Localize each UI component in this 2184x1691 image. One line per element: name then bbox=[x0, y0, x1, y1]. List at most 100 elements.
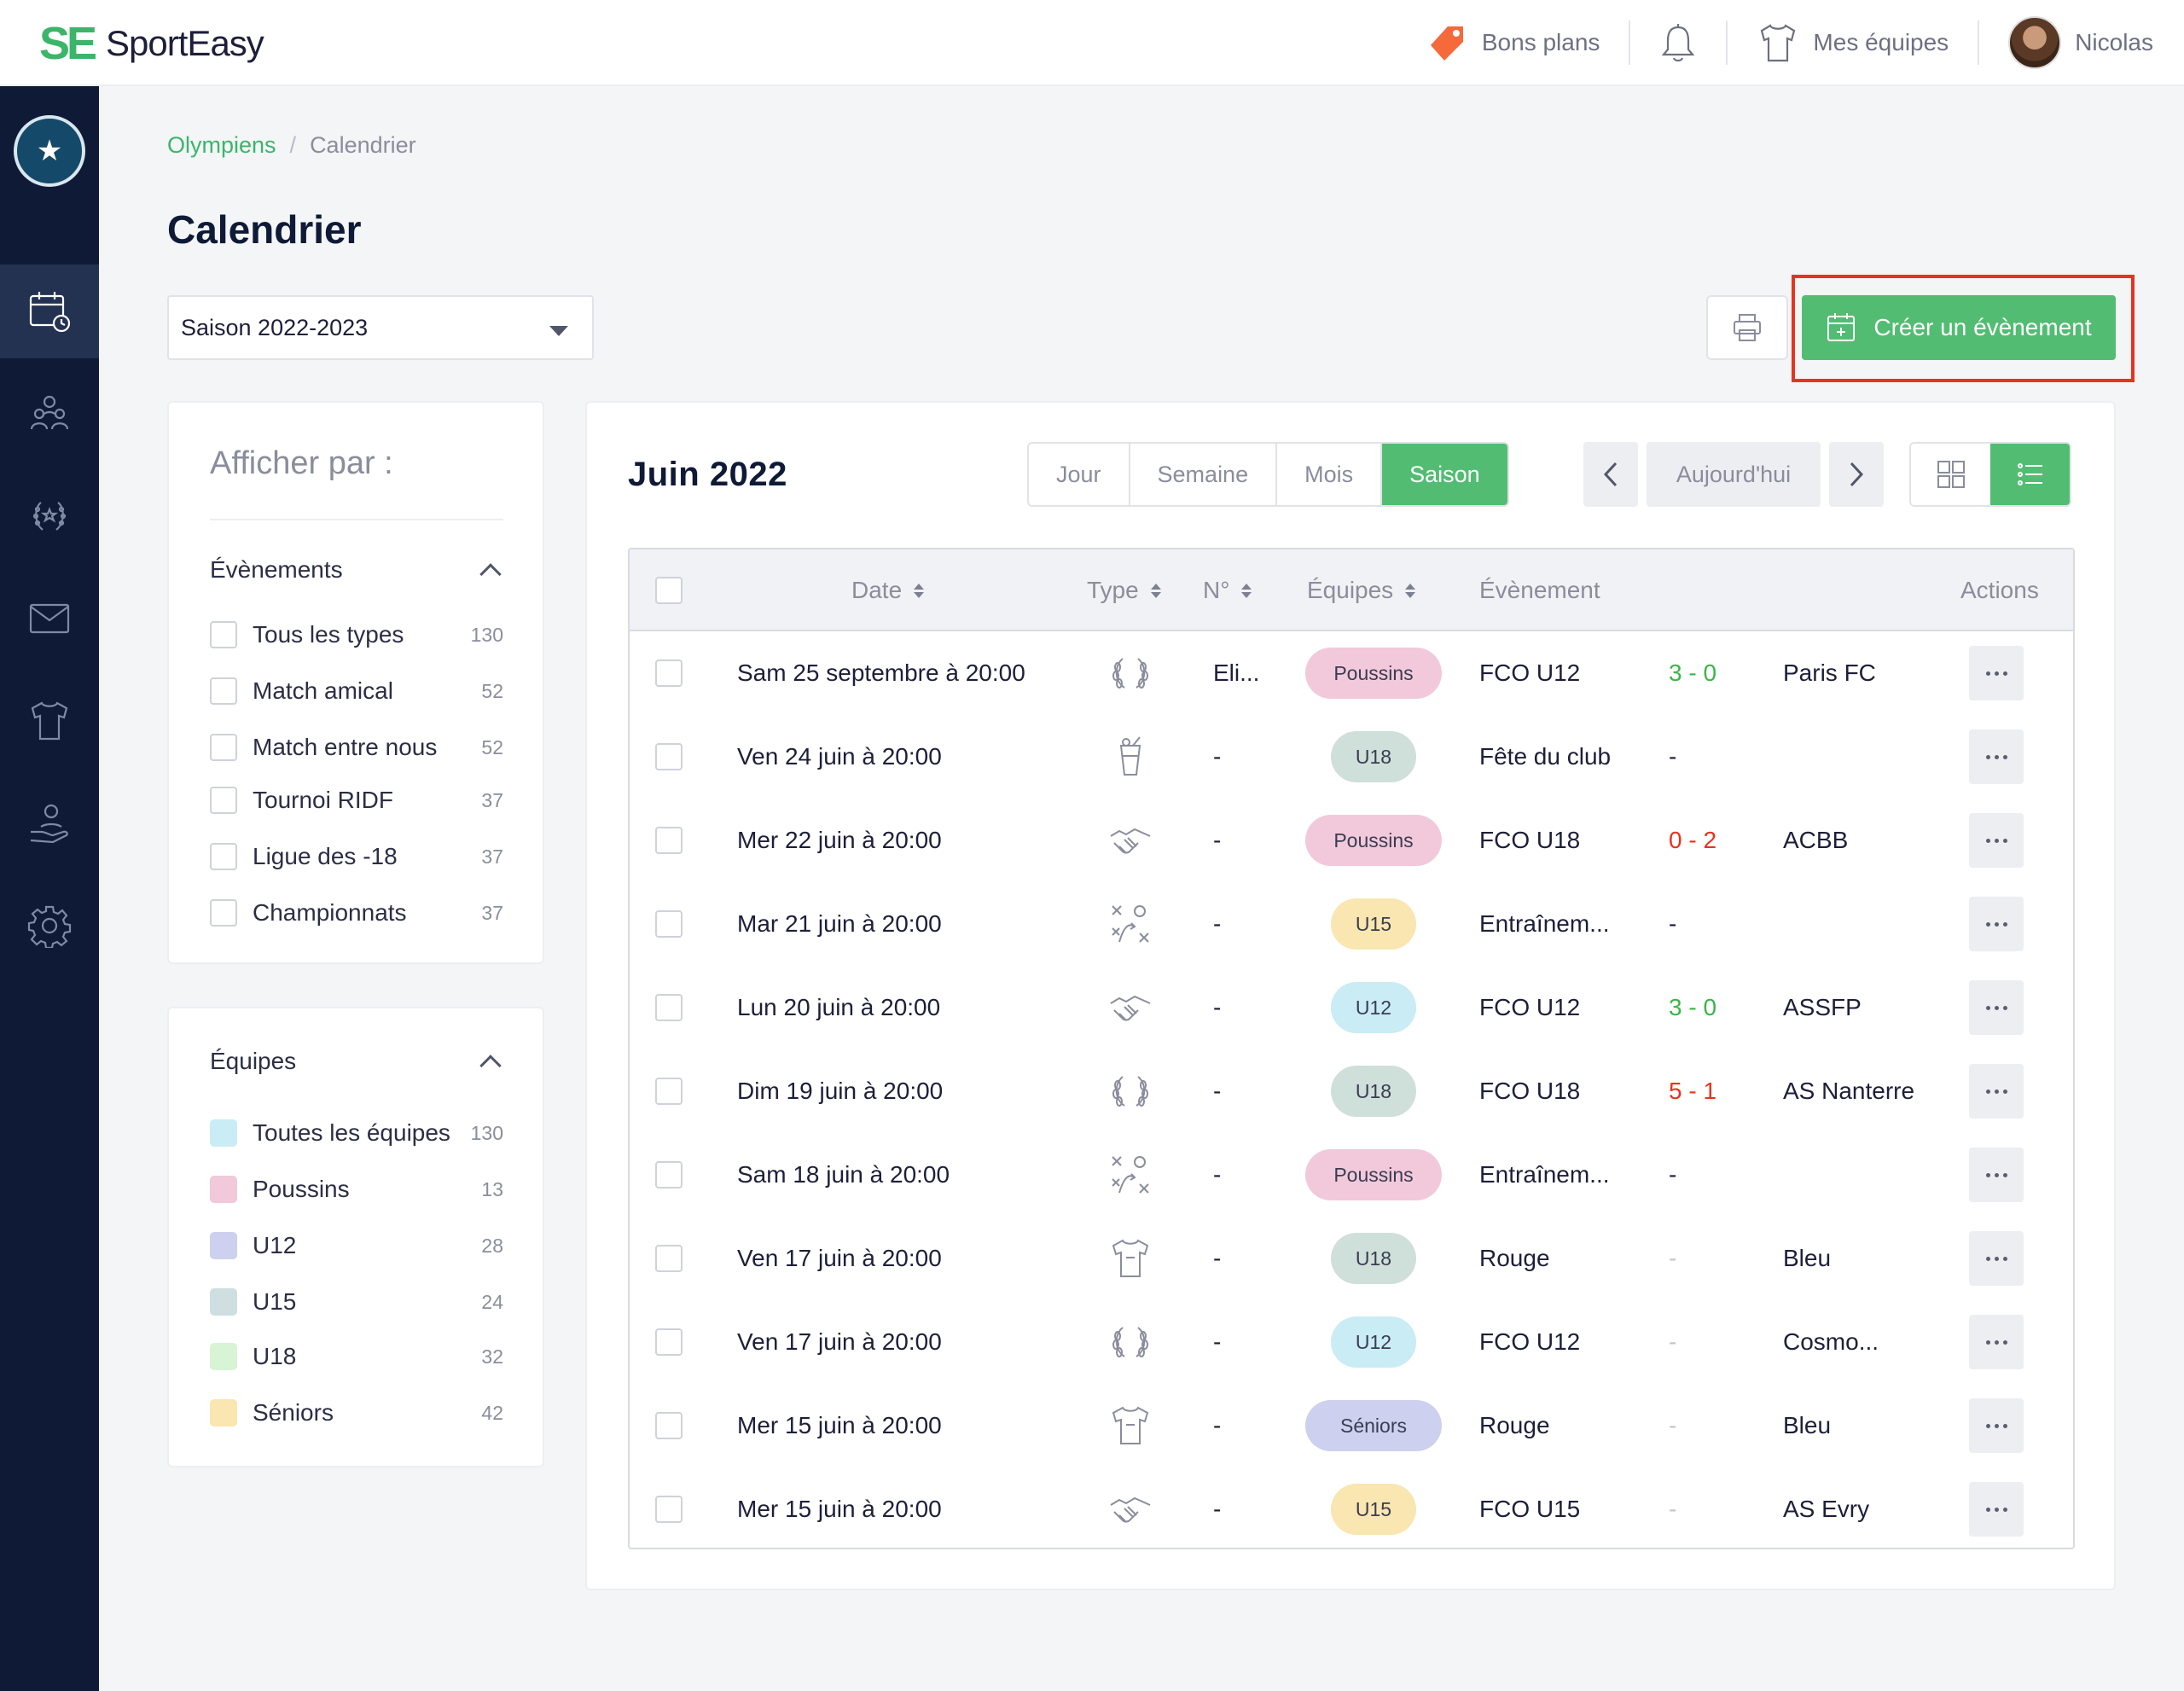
table-row[interactable]: Mer 22 juin à 20:00 - Poussins FCO U18 0… bbox=[630, 799, 2073, 882]
row-checkbox[interactable] bbox=[655, 1328, 682, 1356]
checkbox[interactable] bbox=[210, 621, 237, 648]
mes-equipes-link[interactable]: Mes équipes bbox=[1728, 20, 1980, 65]
team-badge[interactable]: U15 bbox=[1331, 898, 1416, 950]
team-badge[interactable]: U18 bbox=[1331, 1066, 1416, 1117]
event-name[interactable]: Fête du club bbox=[1479, 743, 1612, 770]
sidebar-item-volunteers[interactable] bbox=[0, 776, 99, 870]
sidebar-item-members[interactable] bbox=[0, 367, 99, 461]
filter-team-option[interactable]: Toutes les équipes 130 bbox=[210, 1116, 503, 1150]
row-checkbox[interactable] bbox=[655, 827, 682, 854]
more-actions-button[interactable] bbox=[1969, 1064, 2024, 1119]
create-event-button[interactable]: Créer un évènement bbox=[1802, 295, 2116, 360]
team-badge[interactable]: U18 bbox=[1331, 1233, 1416, 1284]
next-button[interactable] bbox=[1829, 442, 1884, 507]
column-date[interactable]: Date bbox=[851, 549, 925, 631]
sidebar-item-competitions[interactable] bbox=[0, 469, 99, 563]
more-actions-button[interactable] bbox=[1969, 897, 2024, 951]
team-color-swatch[interactable] bbox=[210, 1232, 237, 1259]
tab-semaine[interactable]: Semaine bbox=[1130, 444, 1278, 505]
table-row[interactable]: Ven 17 juin à 20:00 - U12 FCO U12 - Cosm… bbox=[630, 1300, 2073, 1384]
event-name[interactable]: Rouge bbox=[1479, 1245, 1550, 1271]
row-checkbox[interactable] bbox=[655, 1078, 682, 1105]
sidebar-item-teams[interactable] bbox=[0, 674, 99, 768]
checkbox[interactable] bbox=[210, 843, 237, 870]
filter-team-option[interactable]: U15 24 bbox=[210, 1285, 503, 1319]
user-menu[interactable]: Nicolas bbox=[1979, 16, 2153, 69]
more-actions-button[interactable] bbox=[1969, 980, 2024, 1035]
table-row[interactable]: Sam 18 juin à 20:00 - Poussins Entraînem… bbox=[630, 1133, 2073, 1217]
bons-plans-link[interactable]: Bons plans bbox=[1397, 20, 1631, 65]
select-all-checkbox[interactable] bbox=[655, 577, 682, 604]
previous-button[interactable] bbox=[1583, 442, 1638, 507]
sporteasy-logo[interactable]: SE SportEasy bbox=[39, 20, 264, 67]
club-logo[interactable]: ★ bbox=[14, 115, 85, 187]
column-type[interactable]: Type bbox=[1087, 549, 1161, 631]
event-name[interactable]: FCO U12 bbox=[1479, 1328, 1581, 1355]
tab-mois[interactable]: Mois bbox=[1277, 444, 1383, 505]
table-row[interactable]: Sam 25 septembre à 20:00 Eli... Poussins… bbox=[630, 631, 2073, 715]
team-badge[interactable]: U12 bbox=[1331, 1316, 1416, 1368]
sidebar-item-settings[interactable] bbox=[0, 879, 99, 973]
event-name[interactable]: FCO U15 bbox=[1479, 1496, 1581, 1522]
table-row[interactable]: Dim 19 juin à 20:00 - U18 FCO U18 5 - 1 … bbox=[630, 1049, 2073, 1133]
checkbox[interactable] bbox=[210, 899, 237, 927]
team-color-swatch[interactable] bbox=[210, 1119, 237, 1147]
sidebar-item-messages[interactable] bbox=[0, 572, 99, 665]
row-checkbox[interactable] bbox=[655, 660, 682, 687]
filter-team-option[interactable]: Séniors 42 bbox=[210, 1396, 503, 1430]
table-row[interactable]: Mer 15 juin à 20:00 - U15 FCO U15 - AS E… bbox=[630, 1467, 2073, 1548]
notifications-button[interactable] bbox=[1630, 20, 1728, 65]
tab-saison[interactable]: Saison bbox=[1382, 444, 1507, 505]
more-actions-button[interactable] bbox=[1969, 1231, 2024, 1286]
team-badge[interactable]: Poussins bbox=[1305, 648, 1442, 699]
row-checkbox[interactable] bbox=[655, 1245, 682, 1272]
row-checkbox[interactable] bbox=[655, 910, 682, 938]
team-color-swatch[interactable] bbox=[210, 1343, 237, 1370]
filter-event-option[interactable]: Match entre nous 52 bbox=[210, 730, 503, 764]
row-checkbox[interactable] bbox=[655, 994, 682, 1021]
event-name[interactable]: FCO U12 bbox=[1479, 660, 1581, 686]
team-badge[interactable]: Poussins bbox=[1305, 815, 1442, 866]
filter-event-option[interactable]: Ligue des -18 37 bbox=[210, 840, 503, 874]
column-num[interactable]: N° bbox=[1203, 549, 1252, 631]
row-checkbox[interactable] bbox=[655, 1412, 682, 1439]
filter-event-option[interactable]: Match amical 52 bbox=[210, 674, 503, 708]
more-actions-button[interactable] bbox=[1969, 1398, 2024, 1453]
team-badge[interactable]: U18 bbox=[1331, 731, 1416, 782]
more-actions-button[interactable] bbox=[1969, 646, 2024, 700]
event-name[interactable]: Rouge bbox=[1479, 1412, 1550, 1438]
event-name[interactable]: Entraînem... bbox=[1479, 910, 1610, 937]
more-actions-button[interactable] bbox=[1969, 1315, 2024, 1369]
more-actions-button[interactable] bbox=[1969, 813, 2024, 868]
event-name[interactable]: FCO U18 bbox=[1479, 827, 1581, 853]
teams-section-header[interactable]: Équipes bbox=[210, 1048, 503, 1077]
event-name[interactable]: FCO U12 bbox=[1479, 994, 1581, 1020]
filter-team-option[interactable]: Poussins 13 bbox=[210, 1172, 503, 1206]
team-badge[interactable]: U12 bbox=[1331, 982, 1416, 1033]
events-section-header[interactable]: Évènements bbox=[210, 556, 503, 585]
column-teams[interactable]: Équipes bbox=[1307, 549, 1416, 631]
more-actions-button[interactable] bbox=[1969, 1148, 2024, 1202]
table-row[interactable]: Mer 15 juin à 20:00 - Séniors Rouge - Bl… bbox=[630, 1384, 2073, 1467]
row-checkbox[interactable] bbox=[655, 1496, 682, 1523]
filter-team-option[interactable]: U18 32 bbox=[210, 1339, 503, 1374]
team-badge[interactable]: U15 bbox=[1331, 1484, 1416, 1535]
checkbox[interactable] bbox=[210, 787, 237, 814]
row-checkbox[interactable] bbox=[655, 743, 682, 770]
table-row[interactable]: Mar 21 juin à 20:00 - U15 Entraînem... - bbox=[630, 882, 2073, 966]
grid-view-button[interactable] bbox=[1911, 444, 1990, 505]
checkbox[interactable] bbox=[210, 677, 237, 705]
team-badge[interactable]: Séniors bbox=[1305, 1400, 1442, 1451]
filter-event-option[interactable]: Championnats 37 bbox=[210, 896, 503, 930]
team-color-swatch[interactable] bbox=[210, 1399, 237, 1427]
season-select[interactable]: Saison 2022-2023 bbox=[167, 295, 594, 360]
team-badge[interactable]: Poussins bbox=[1305, 1149, 1442, 1200]
breadcrumb-club[interactable]: Olympiens bbox=[167, 132, 276, 158]
checkbox[interactable] bbox=[210, 734, 237, 761]
more-actions-button[interactable] bbox=[1969, 729, 2024, 784]
table-row[interactable]: Ven 24 juin à 20:00 - U18 Fête du club - bbox=[630, 715, 2073, 799]
table-row[interactable]: Lun 20 juin à 20:00 - U12 FCO U12 3 - 0 … bbox=[630, 966, 2073, 1049]
team-color-swatch[interactable] bbox=[210, 1288, 237, 1316]
tab-jour[interactable]: Jour bbox=[1029, 444, 1130, 505]
filter-event-option[interactable]: Tournoi RIDF 37 bbox=[210, 783, 503, 817]
